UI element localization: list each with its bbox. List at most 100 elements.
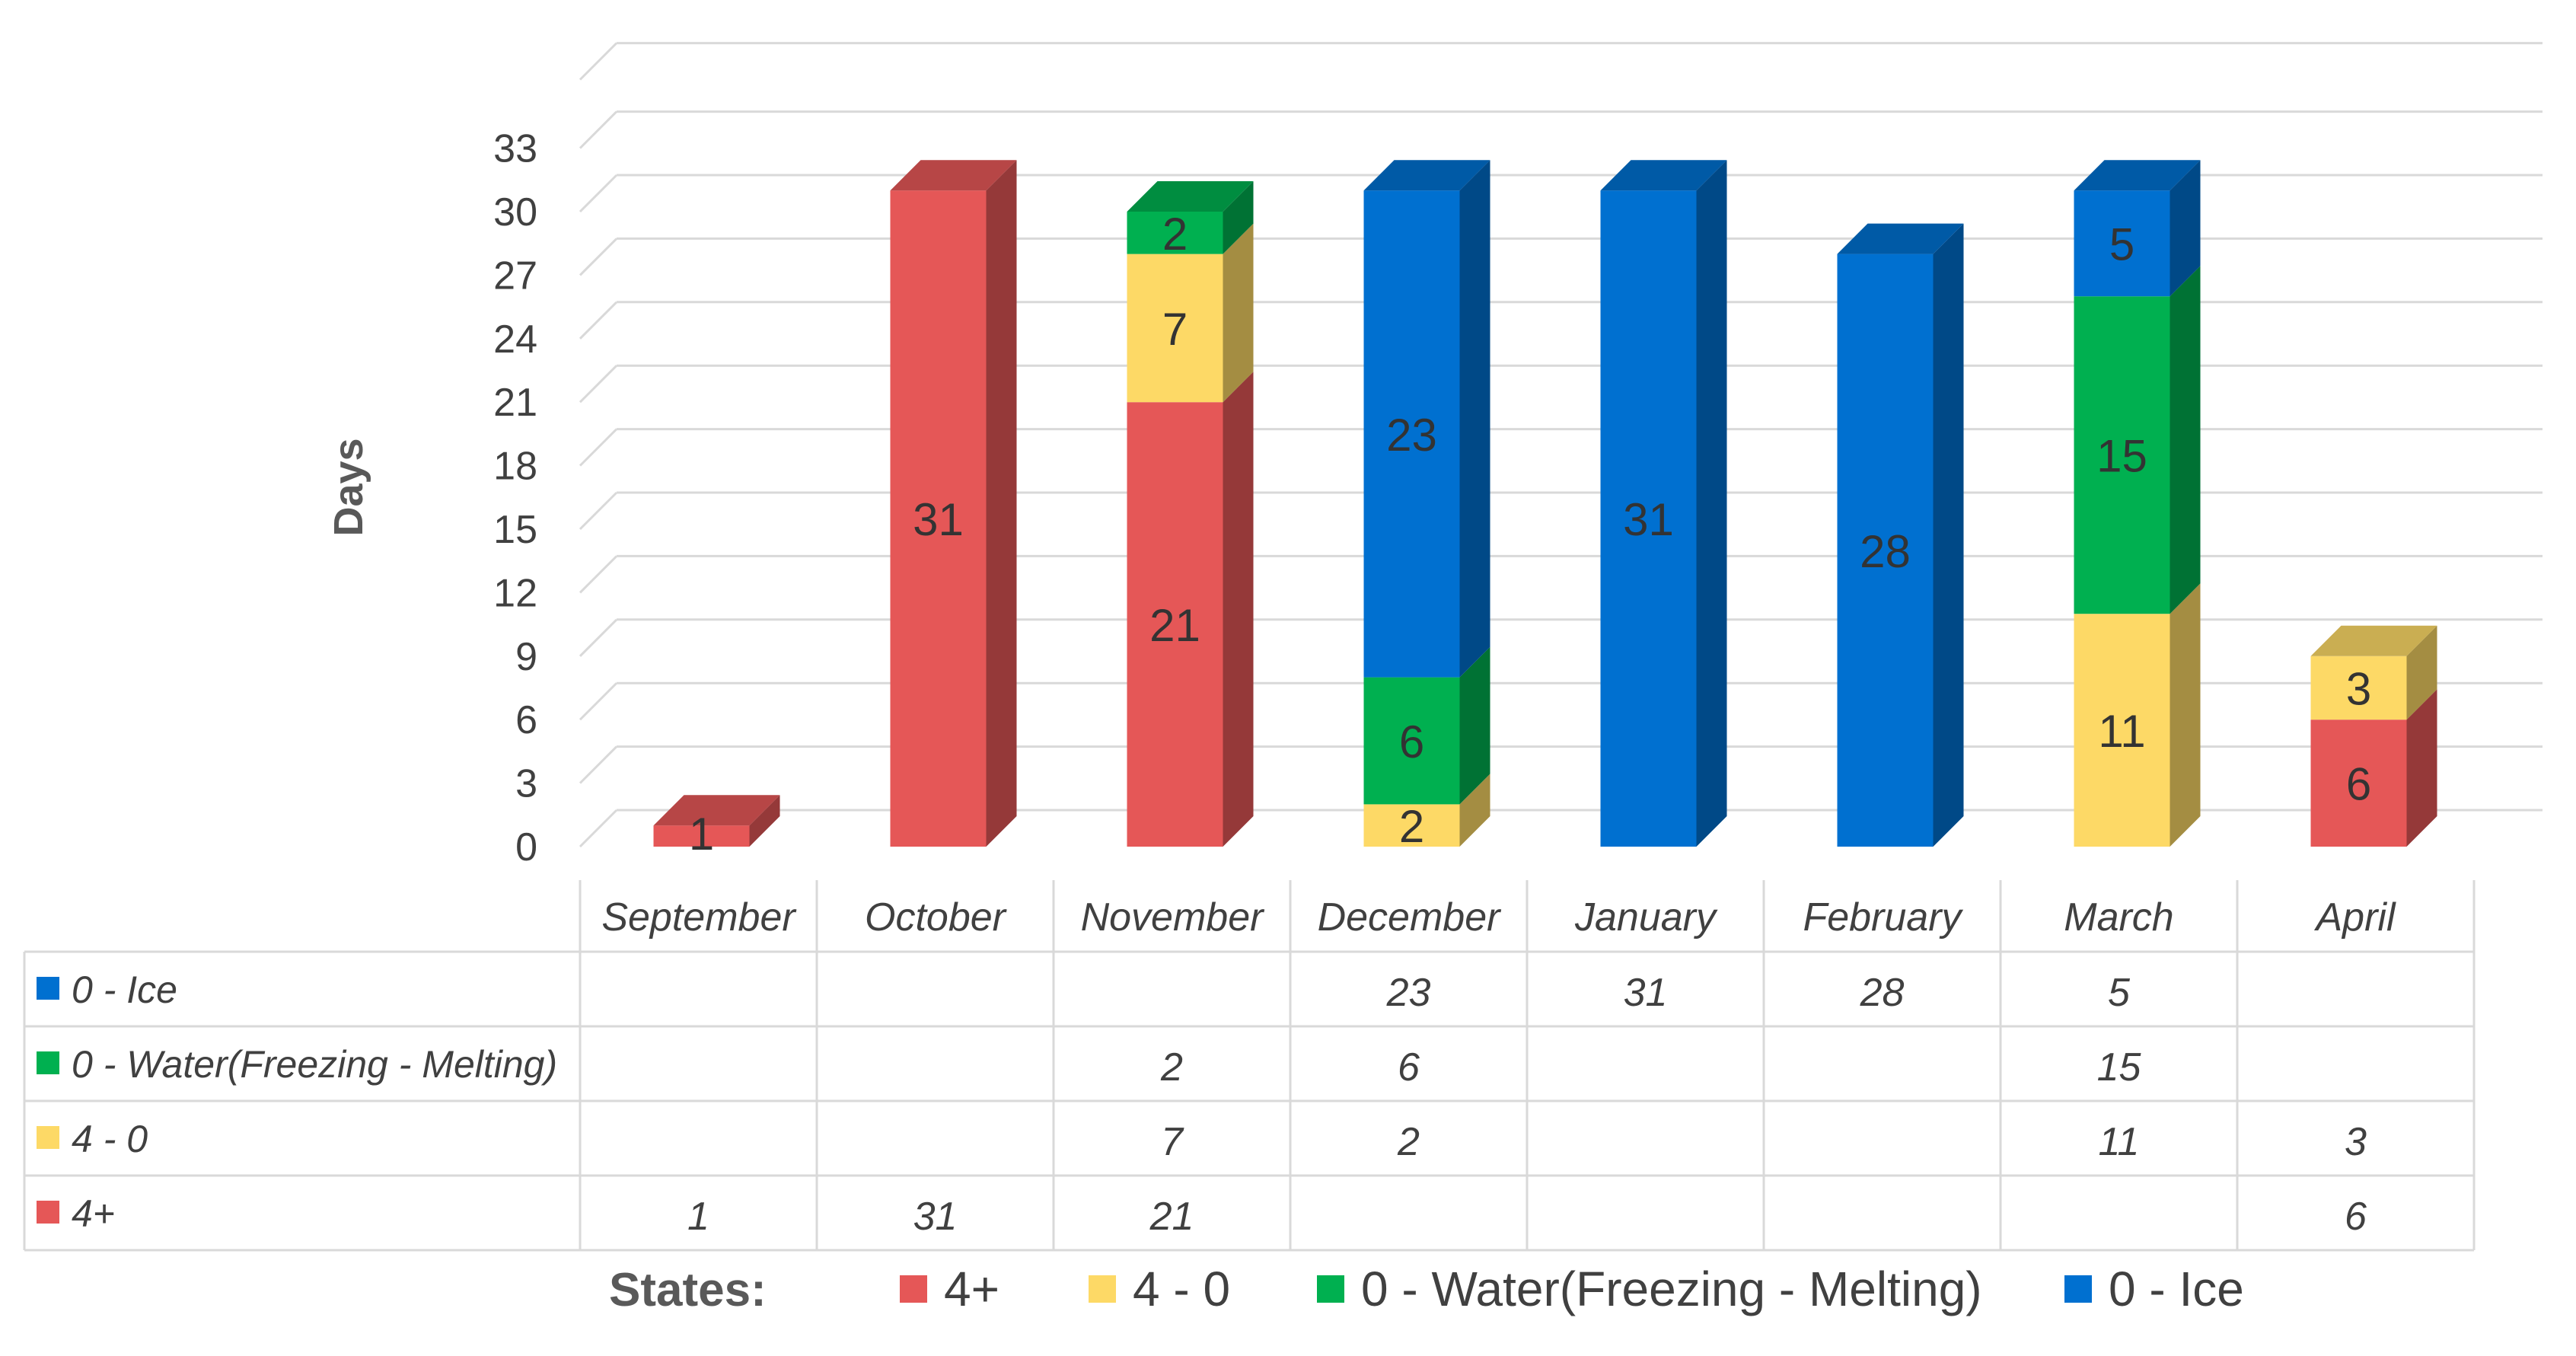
table-cell: 23 [1386,971,1431,1015]
x-tick-label: April [2313,895,2396,940]
gridline [579,110,618,149]
bar-top [1837,223,1964,254]
data-label: 11 [2098,706,2145,757]
data-label: 21 [1149,600,1200,651]
data-label: 2 [1399,801,1424,852]
legend-key [37,1126,59,1149]
bar-side [2406,689,2437,847]
data-label: 23 [1386,410,1437,461]
bar-top [2310,625,2437,656]
x-tick-label: January [1574,895,1718,940]
bar-top [2074,160,2201,191]
table-cell: 28 [1860,971,1905,1015]
gridline [579,491,618,531]
bar-side [1223,223,1254,403]
bar-side [1223,181,1254,254]
table-cell: 31 [1624,971,1668,1015]
data-label: 31 [913,494,964,545]
bar-top [1600,160,1727,191]
table-cell: 6 [1398,1045,1420,1090]
bar-side [1459,160,1490,678]
bar-march [2074,190,2170,297]
bar-side [1459,646,1490,805]
y-tick-label: 33 [493,127,537,171]
y-tick-label: 30 [493,190,537,235]
table-row-label: 0 - Water(Freezing - Melting) [72,1043,557,1086]
bar-december [1363,677,1460,805]
bar-november [1127,212,1223,254]
legend-swatch [1089,1275,1116,1303]
bar-september [653,825,750,847]
bar-side [1459,774,1490,847]
bar-december [1363,804,1460,847]
x-tick-label: March [2064,895,2173,940]
data-label: 15 [2096,431,2147,482]
bar-side [2170,266,2201,614]
table-cell: 5 [2108,971,2131,1015]
bar-february [1837,254,1934,847]
y-tick-label: 18 [493,445,537,489]
bar-side [986,160,1017,847]
legend-swatch [1317,1275,1344,1303]
y-tick-label: 24 [493,317,537,362]
data-label: 2 [1162,209,1188,260]
bar-top [1363,160,1490,191]
gridline [579,428,618,467]
data-label: 28 [1860,526,1911,577]
table-cell: 7 [1161,1120,1184,1164]
data-label: 7 [1162,304,1188,355]
bar-side [2170,583,2201,847]
gridline [579,301,618,340]
table-cell: 31 [913,1195,958,1239]
gridline [579,238,618,276]
bar-side [2170,160,2201,297]
x-tick-label: September [601,895,797,940]
table-cell: 3 [2345,1120,2367,1164]
legend-key [37,1201,59,1224]
legend-item: 4+ [944,1262,999,1316]
legend-key [37,977,59,1000]
bar-side [1696,160,1727,847]
table-row-label: 4 - 0 [72,1118,148,1160]
y-tick-label: 27 [493,254,537,298]
bar-top [890,160,1017,191]
x-tick-label: November [1081,895,1266,940]
gridline [579,809,618,848]
y-tick-label: 21 [493,381,537,425]
y-tick-label: 0 [515,825,537,869]
bar-april [2310,656,2407,720]
bar-top [1127,181,1254,212]
y-axis-label: Days [326,438,371,536]
bar-side [749,795,780,847]
x-tick-label: December [1318,895,1503,940]
legend-item: 0 - Water(Freezing - Melting) [1361,1262,1982,1316]
gridline [579,618,618,657]
bar-side [2406,625,2437,720]
gridline [579,682,618,721]
y-tick-label: 15 [493,508,537,552]
table-cell: 11 [2099,1120,2140,1164]
bar-november [1127,254,1223,403]
gridline [579,555,618,594]
y-tick-label: 12 [493,571,537,615]
y-tick-label: 3 [515,762,537,806]
table-cell: 2 [1397,1120,1420,1164]
data-label: 1 [689,809,714,860]
bar-side [1223,372,1254,847]
table-row-label: 0 - Ice [72,968,177,1011]
data-label: 6 [2346,759,2371,810]
x-tick-label: February [1803,895,1963,940]
bar-december [1363,190,1460,678]
bar-side [1933,223,1964,847]
bar-november [1127,402,1223,847]
table-cell: 1 [687,1195,709,1239]
gridline [579,42,618,81]
y-tick-label: 9 [515,635,537,679]
legend-title: States: [609,1264,767,1316]
legend-item: 0 - Ice [2109,1262,2244,1316]
table-cell: 21 [1149,1195,1194,1239]
bar-january [1600,190,1697,847]
bar-october [890,190,987,847]
gridline [579,174,618,213]
